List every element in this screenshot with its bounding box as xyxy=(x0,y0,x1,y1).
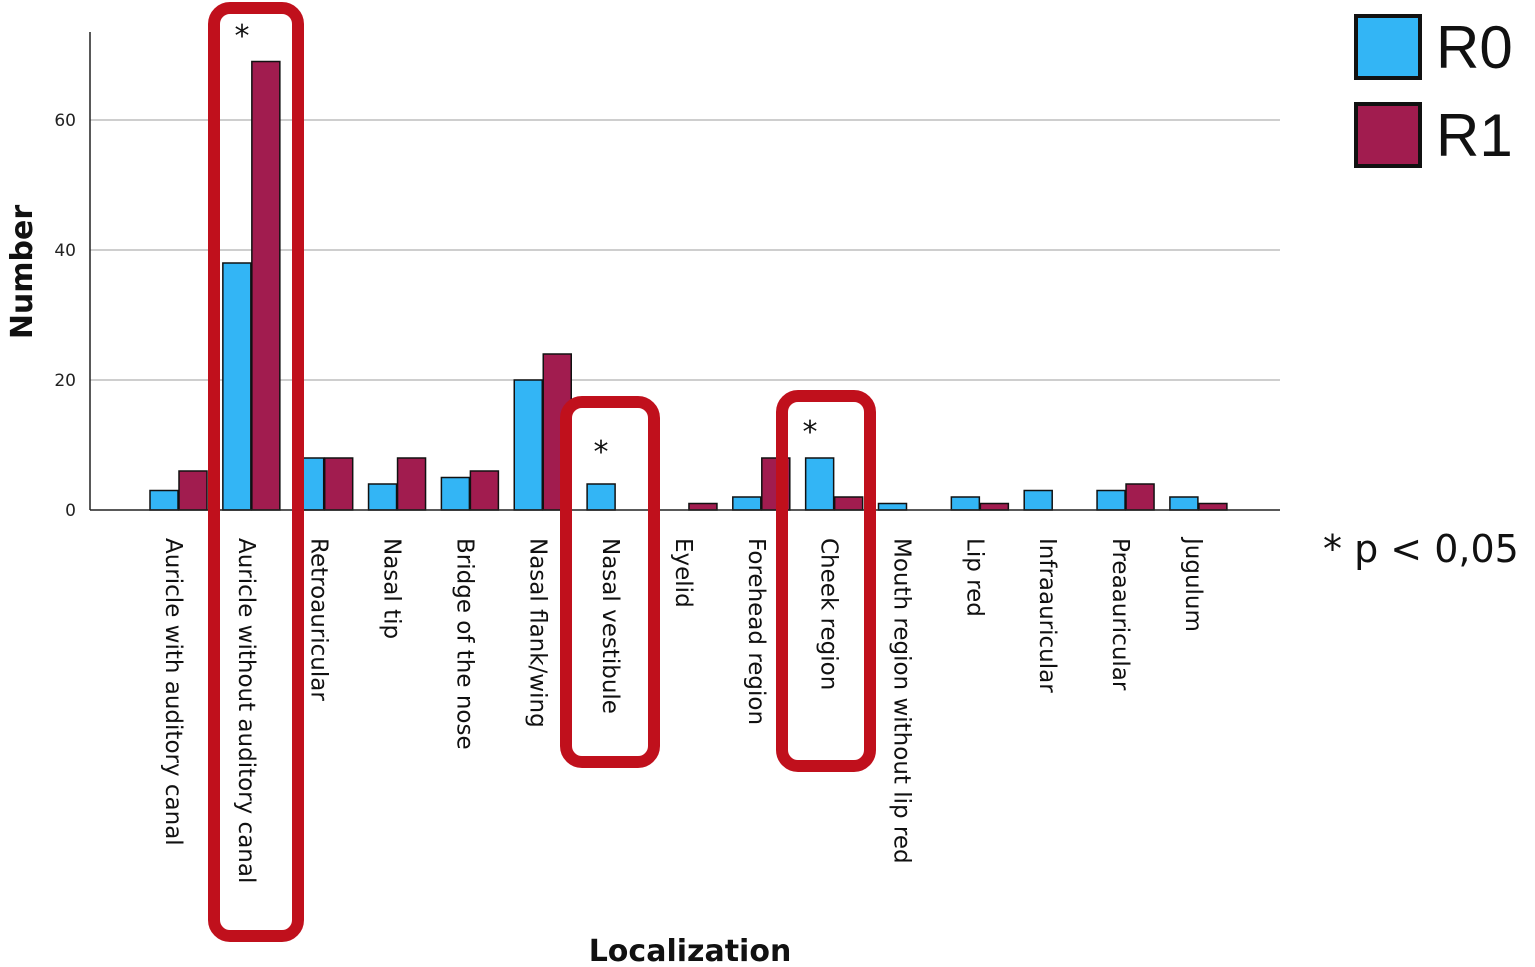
bar-r1 xyxy=(396,457,427,511)
bar-r0 xyxy=(367,483,398,511)
bar-r0 xyxy=(804,457,835,511)
bar-r0 xyxy=(950,496,981,511)
significance-star: * xyxy=(594,435,609,470)
significance-note: * p < 0,05 xyxy=(1323,527,1519,571)
bar-r1 xyxy=(1198,502,1228,511)
significance-markers: * * * xyxy=(235,19,818,470)
bar-r0 xyxy=(1096,489,1126,511)
x-tick-label: Infraauricular xyxy=(1034,538,1060,693)
x-tick-label: Eyelid xyxy=(670,538,696,608)
legend-swatch-r1 xyxy=(1354,102,1422,168)
x-tick-label: Retroauricular xyxy=(306,538,332,701)
x-axis-title: Localization xyxy=(589,934,792,967)
bar-r1 xyxy=(833,496,864,511)
bar-r1 xyxy=(178,470,208,511)
highlight-box xyxy=(776,390,876,772)
bar-r1 xyxy=(688,502,718,511)
bar-r0 xyxy=(732,496,762,511)
x-tick-label: Nasal tip xyxy=(379,538,405,639)
legend-label-r1: R1 xyxy=(1436,102,1513,169)
x-tick-label: Preaauricular xyxy=(1107,538,1133,691)
x-tick-label: Nasal vestibule xyxy=(597,538,623,714)
significance-star: * xyxy=(235,19,250,54)
bar-r1 xyxy=(979,502,1010,511)
highlight-box xyxy=(560,396,660,768)
x-tick-label: Auricle without auditory canal xyxy=(233,538,259,883)
significance-star: * xyxy=(803,415,818,450)
gridlines: 0 20 40 60 xyxy=(54,111,1280,521)
bar-r0 xyxy=(513,379,543,511)
x-tick-label: Forehead region xyxy=(743,538,769,725)
x-tick-label: Mouth region without lip red xyxy=(889,538,915,864)
bar-r0 xyxy=(440,476,471,511)
x-tick-label: Bridge of the nose xyxy=(451,538,477,750)
bar-r0 xyxy=(1169,496,1199,511)
bar-r1 xyxy=(1125,483,1155,511)
bar-r0 xyxy=(1023,489,1053,511)
x-tick-label: Nasal flank/wing xyxy=(524,538,550,728)
category-labels: Auricle with auditory canal Auricle witho… xyxy=(160,536,1206,883)
bar-r1 xyxy=(469,470,500,511)
bar-r1 xyxy=(251,60,281,511)
bar-r0 xyxy=(149,489,179,511)
bars xyxy=(149,60,1228,511)
bar-r0 xyxy=(222,262,252,511)
x-tick-label: Jugulum xyxy=(1180,536,1206,632)
bar-r0 xyxy=(877,502,908,511)
y-tick-label: 40 xyxy=(54,241,76,261)
legend-label-r0: R0 xyxy=(1436,14,1513,81)
x-tick-label: Lip red xyxy=(961,538,987,617)
y-tick-label: 0 xyxy=(65,501,76,521)
legend: R0 R1 xyxy=(1354,14,1513,169)
y-axis-title: Number xyxy=(5,205,40,340)
bar-r1 xyxy=(323,457,354,511)
x-tick-label: Cheek region xyxy=(816,538,842,690)
bar-r0 xyxy=(586,483,616,511)
y-tick-label: 60 xyxy=(54,111,76,131)
y-tick-label: 20 xyxy=(54,371,76,391)
axes xyxy=(89,32,1280,511)
legend-swatch-r0 xyxy=(1354,14,1422,80)
highlight-box xyxy=(208,2,304,942)
highlight-boxes xyxy=(208,2,876,942)
x-tick-label: Auricle with auditory canal xyxy=(160,538,186,846)
